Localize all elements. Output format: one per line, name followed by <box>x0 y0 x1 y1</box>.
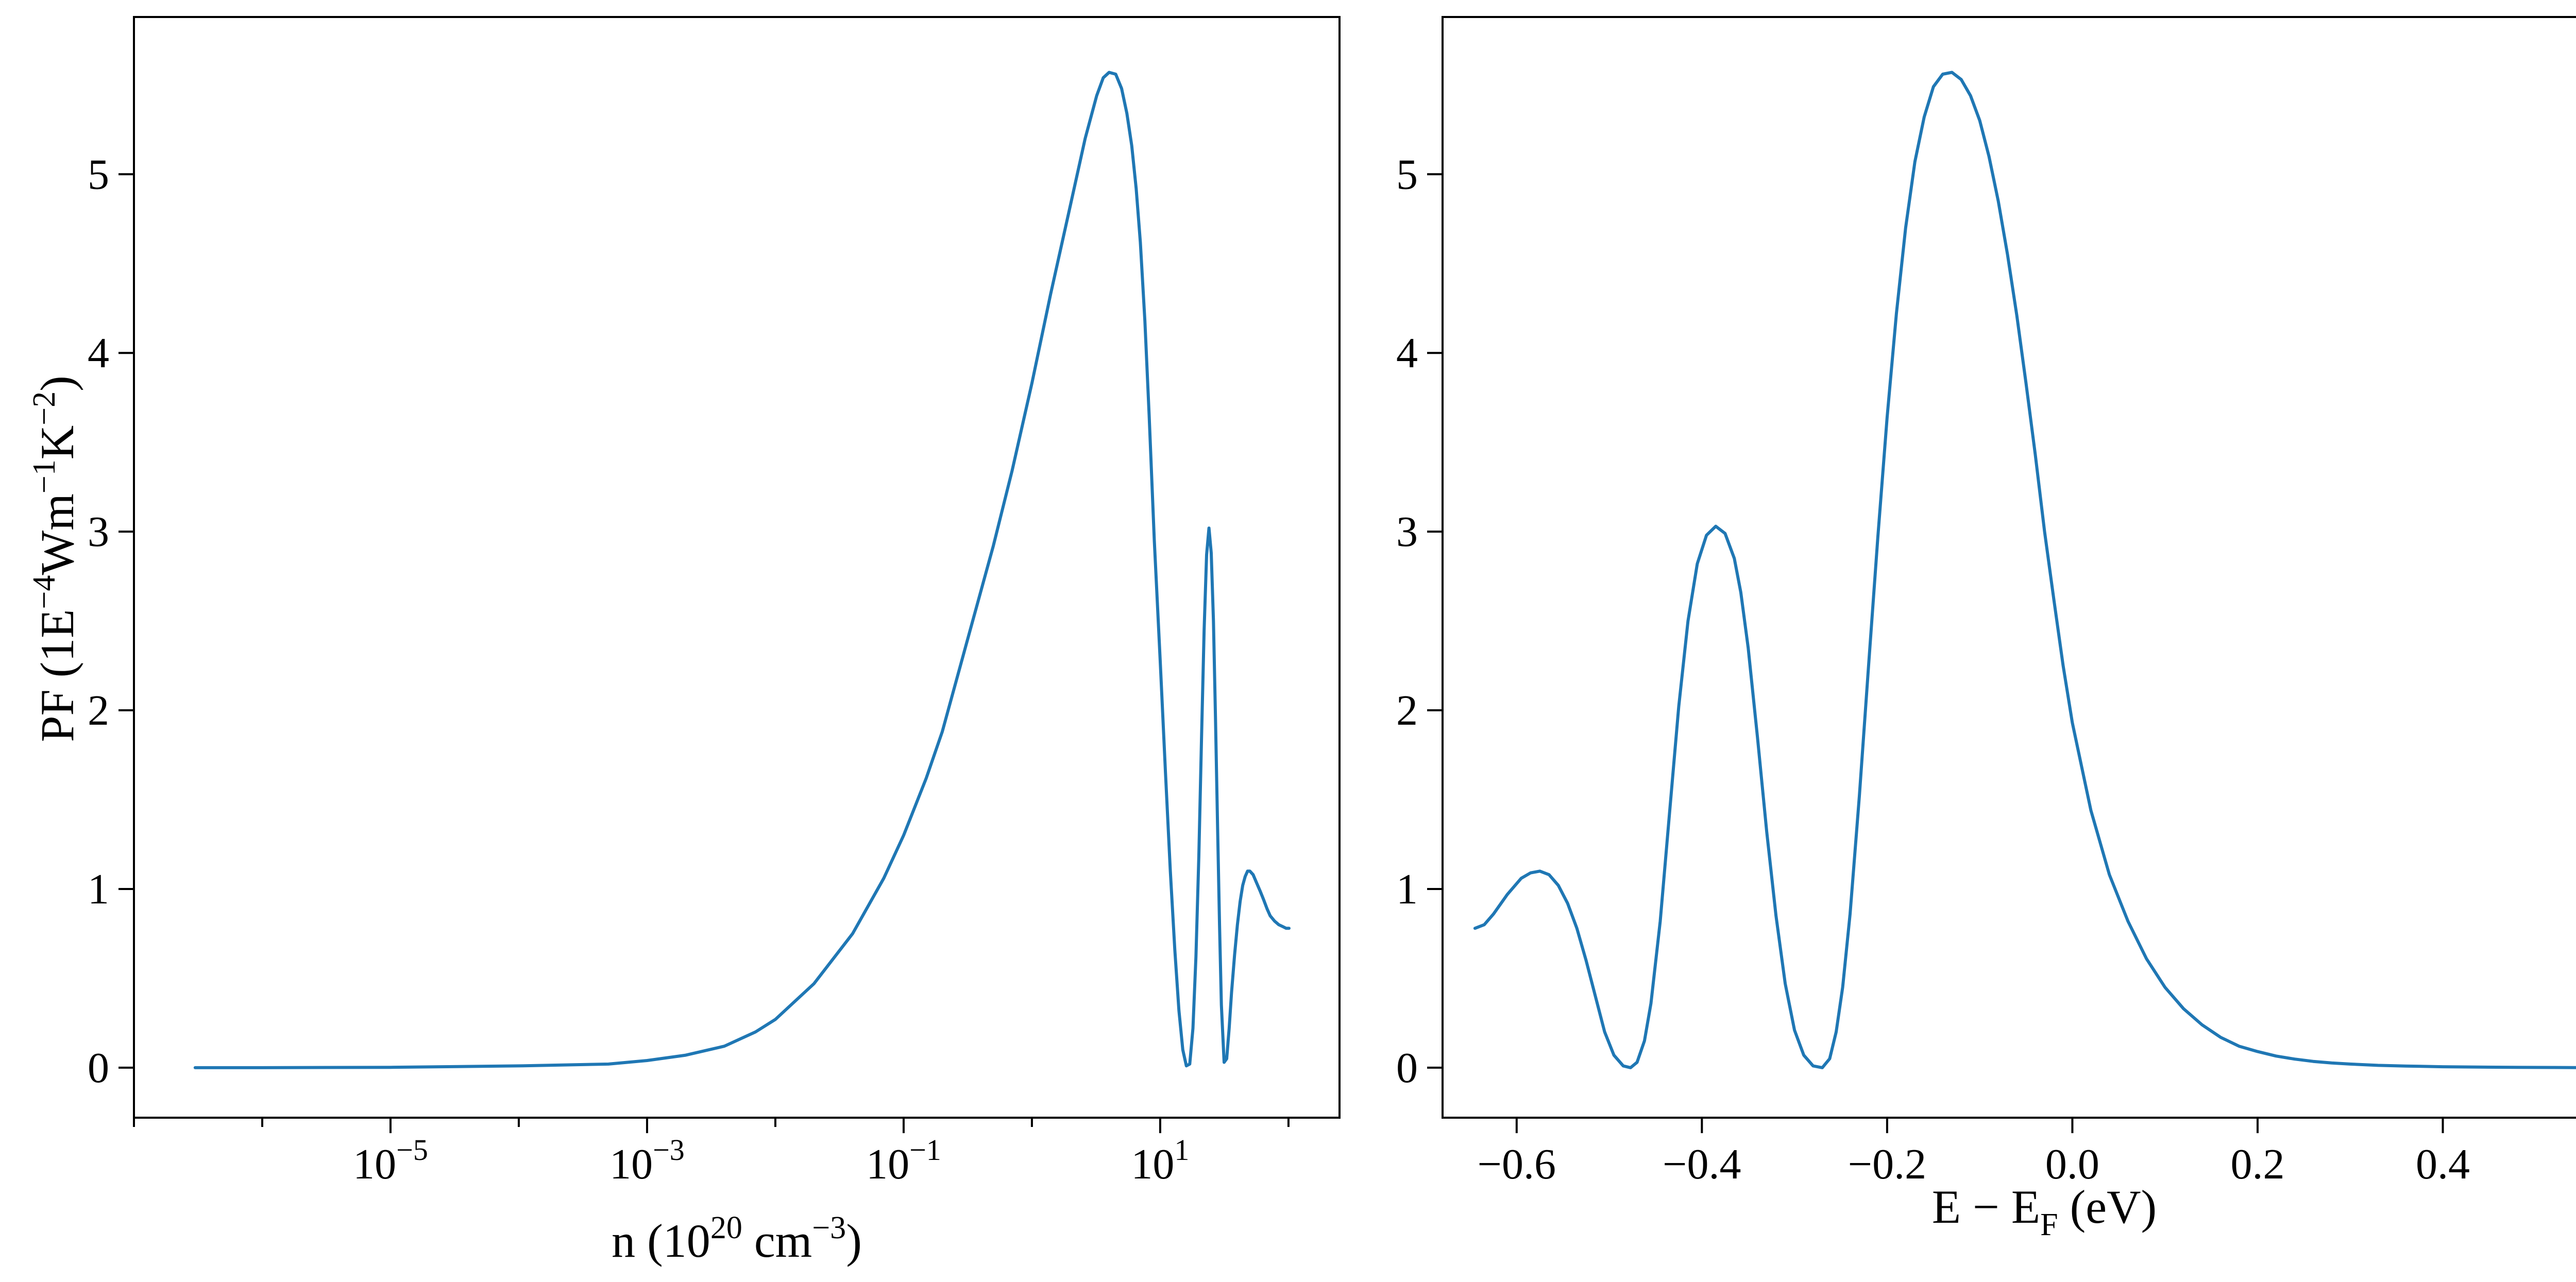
left-x-tick-label: 101 <box>1131 1133 1189 1188</box>
left-x-tick-label: 10−3 <box>609 1133 685 1188</box>
left-series-line <box>193 71 1291 1069</box>
left-x-tick-label: 10−1 <box>866 1133 941 1188</box>
right-panel: −0.6−0.4−0.20.00.20.40.6012345 E − EF (e… <box>1396 16 2576 1242</box>
right-ticks: −0.6−0.4−0.20.00.20.40.6012345 <box>1396 150 2470 1188</box>
right-axes-frame <box>1442 16 2576 1119</box>
right-x-tick-label: 0.2 <box>2230 1140 2284 1188</box>
left-y-tick-label: 3 <box>88 508 109 556</box>
right-y-tick-label: 1 <box>1396 865 1418 913</box>
right-y-tick-label: 5 <box>1396 150 1418 198</box>
left-x-tick-label: 10−5 <box>353 1133 428 1188</box>
right-y-tick-label: 3 <box>1396 508 1418 556</box>
right-x-tick-label: −0.6 <box>1478 1140 1556 1188</box>
left-y-axis-label: PF (1E−4Wm−1K−2) <box>27 375 83 742</box>
left-axes-frame <box>133 16 1341 1119</box>
right-y-tick-label: 0 <box>1396 1044 1418 1092</box>
right-series-line <box>1473 71 2576 1069</box>
right-x-tick-label: −0.2 <box>1848 1140 1926 1188</box>
right-y-tick-label: 4 <box>1396 329 1418 377</box>
left-y-tick-label: 4 <box>88 329 109 377</box>
right-x-tick-label: 0.0 <box>2045 1140 2099 1188</box>
right-x-tick-label: −0.4 <box>1663 1140 1741 1188</box>
left-y-tick-label: 2 <box>88 687 109 734</box>
right-x-tick-label: 0.4 <box>2416 1140 2470 1188</box>
left-x-axis-label: n (1020 cm−3) <box>612 1210 862 1267</box>
left-y-tick-label: 1 <box>88 865 109 913</box>
left-y-tick-label: 5 <box>88 150 109 198</box>
left-y-tick-label: 0 <box>88 1044 109 1092</box>
right-x-axis-label: E − EF (eV) <box>1932 1181 2157 1242</box>
right-y-tick-label: 2 <box>1396 687 1418 734</box>
